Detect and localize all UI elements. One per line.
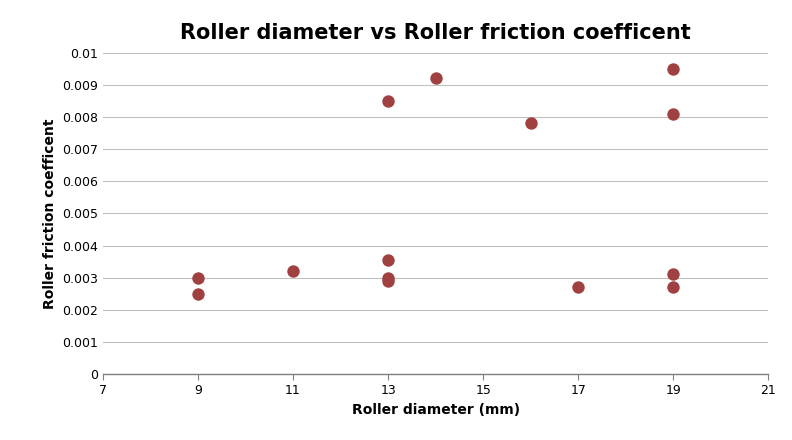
Point bbox=[192, 290, 204, 297]
Point bbox=[382, 274, 394, 281]
Point bbox=[382, 257, 394, 264]
Y-axis label: Roller friction coefficent: Roller friction coefficent bbox=[43, 118, 56, 308]
Point bbox=[667, 110, 680, 117]
Point bbox=[667, 271, 680, 278]
Point bbox=[667, 65, 680, 72]
Point bbox=[287, 268, 299, 275]
X-axis label: Roller diameter (mm): Roller diameter (mm) bbox=[352, 403, 520, 417]
Point bbox=[524, 120, 537, 127]
Point bbox=[382, 97, 394, 104]
Point bbox=[192, 274, 204, 281]
Point bbox=[667, 284, 680, 291]
Point bbox=[572, 284, 584, 291]
Title: Roller diameter vs Roller friction coefficent: Roller diameter vs Roller friction coeff… bbox=[181, 23, 691, 43]
Point bbox=[429, 75, 442, 82]
Point bbox=[382, 277, 394, 284]
